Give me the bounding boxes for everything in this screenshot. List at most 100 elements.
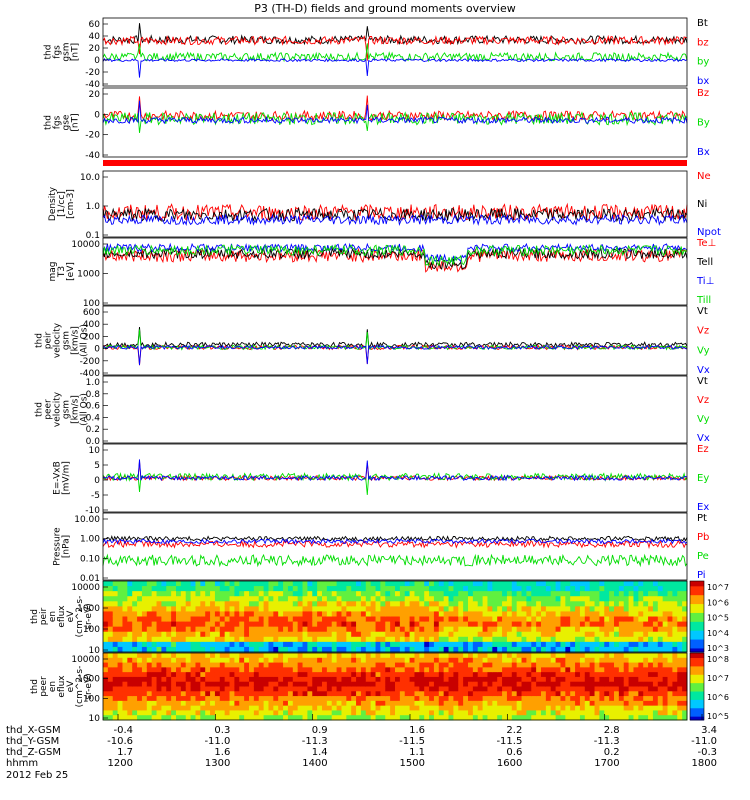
heatmap-cell bbox=[132, 601, 138, 607]
colorbar-step bbox=[690, 625, 704, 628]
heatmap-cell bbox=[283, 672, 289, 678]
heatmap-cell bbox=[146, 631, 153, 638]
heatmap-cell bbox=[132, 626, 138, 633]
heatmap-cell bbox=[492, 696, 498, 702]
heatmap-cell bbox=[565, 696, 571, 702]
heatmap-cell bbox=[297, 681, 304, 687]
heatmap-cell bbox=[244, 705, 250, 711]
heatmap-cell bbox=[151, 686, 158, 692]
heatmap-cell bbox=[253, 611, 260, 617]
heatmap-cell bbox=[214, 681, 221, 687]
heatmap-cell bbox=[375, 705, 381, 711]
heatmap-cell bbox=[468, 657, 474, 664]
heatmap-cell bbox=[239, 662, 245, 668]
heatmap-cell bbox=[497, 611, 503, 617]
heatmap-cell bbox=[210, 581, 216, 587]
heatmap-cell bbox=[550, 705, 557, 711]
heatmap-cell bbox=[521, 596, 527, 602]
heatmap-cell bbox=[492, 596, 498, 602]
heatmap-cell bbox=[380, 641, 386, 648]
heatmap-cell bbox=[210, 636, 216, 643]
heatmap-cell bbox=[249, 705, 255, 711]
heatmap-cell bbox=[453, 662, 459, 668]
heatmap-cell bbox=[648, 581, 654, 587]
chart-title: P3 (TH-D) fields and ground moments over… bbox=[254, 2, 516, 15]
heatmap-cell bbox=[395, 715, 401, 721]
heatmap-cell bbox=[555, 653, 561, 659]
heatmap-cell bbox=[141, 581, 148, 587]
heatmap-cell bbox=[497, 657, 503, 664]
heatmap-cell bbox=[307, 653, 313, 659]
heatmap-cell bbox=[195, 586, 201, 592]
heatmap-cell bbox=[107, 700, 114, 707]
heatmap-cell bbox=[365, 586, 372, 592]
heatmap-cell bbox=[409, 631, 415, 638]
heatmap-cell bbox=[122, 616, 128, 623]
heatmap-cell bbox=[219, 657, 226, 664]
heatmap-cell bbox=[575, 657, 581, 664]
heatmap-cell bbox=[497, 641, 503, 648]
heatmap-cell bbox=[648, 646, 654, 653]
heatmap-cell bbox=[234, 691, 240, 697]
heatmap-cell bbox=[618, 586, 625, 592]
heatmap-cell bbox=[643, 681, 649, 687]
heatmap-cell bbox=[482, 676, 488, 683]
x-axis-group: thd_X-GSMthd_Y-GSMthd_Z-GSMhhmm-0.4-10.6… bbox=[6, 714, 717, 769]
heatmap-cell bbox=[497, 601, 503, 607]
heatmap-cell bbox=[258, 621, 265, 628]
heatmap-cell bbox=[356, 667, 362, 673]
heatmap-cell bbox=[229, 657, 235, 664]
heatmap-cell bbox=[253, 676, 260, 683]
heatmap-cell bbox=[375, 641, 381, 648]
heatmap-cell bbox=[468, 626, 474, 633]
heatmap-cell bbox=[322, 696, 328, 702]
heatmap-cell bbox=[112, 672, 119, 678]
colorbar-step bbox=[690, 658, 704, 661]
heatmap-cell bbox=[370, 631, 377, 638]
heatmap-cell bbox=[103, 596, 109, 602]
heatmap-cell bbox=[623, 681, 630, 687]
heatmap-cell bbox=[453, 591, 459, 597]
heatmap-cell bbox=[652, 586, 659, 592]
heatmap-cell bbox=[176, 681, 182, 687]
heatmap-cell bbox=[643, 710, 649, 716]
heatmap-cell bbox=[643, 631, 649, 638]
heatmap-cell bbox=[511, 700, 518, 707]
heatmap-cell bbox=[399, 681, 406, 687]
heatmap-cell bbox=[623, 621, 630, 628]
heatmap-cell bbox=[541, 710, 547, 716]
heatmap-cell bbox=[526, 686, 532, 692]
heatmap-cell bbox=[531, 631, 537, 638]
heatmap-cell bbox=[200, 636, 206, 643]
heatmap-cell bbox=[219, 606, 226, 612]
heatmap-cell bbox=[429, 616, 435, 623]
heatmap-cell bbox=[521, 662, 527, 668]
heatmap-cell bbox=[273, 657, 279, 664]
heatmap-cell bbox=[117, 601, 123, 607]
heatmap-cell bbox=[643, 705, 649, 711]
series-pressure-line bbox=[102, 553, 688, 568]
heatmap-cell bbox=[545, 672, 552, 678]
series-fgs_gsm-line bbox=[102, 23, 688, 46]
heatmap-cell bbox=[443, 710, 450, 716]
heatmap-cell bbox=[360, 705, 367, 711]
heatmap-cell bbox=[390, 611, 396, 617]
y-axis-label-line: gsm bbox=[62, 42, 72, 61]
heatmap-cell bbox=[545, 657, 552, 664]
heatmap-cell bbox=[638, 641, 644, 648]
heatmap-cell bbox=[604, 691, 610, 697]
heatmap-cell bbox=[283, 591, 289, 597]
heatmap-cell bbox=[487, 696, 493, 702]
heatmap-cell bbox=[638, 621, 644, 628]
heatmap-cell bbox=[487, 686, 493, 692]
heatmap-cell bbox=[224, 636, 231, 643]
heatmap-cell bbox=[492, 646, 498, 653]
heatmap-cell bbox=[395, 691, 401, 697]
heatmap-cell bbox=[492, 691, 498, 697]
heatmap-cell bbox=[575, 601, 581, 607]
heatmap-cell bbox=[195, 672, 201, 678]
heatmap-cell bbox=[448, 596, 454, 602]
heatmap-cell bbox=[468, 691, 474, 697]
heatmap-cell bbox=[195, 601, 201, 607]
heatmap-cell bbox=[185, 681, 192, 687]
